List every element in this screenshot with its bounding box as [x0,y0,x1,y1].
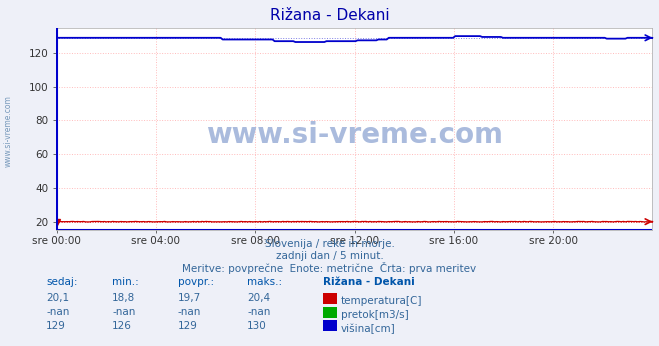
Text: Rižana - Dekani: Rižana - Dekani [323,277,415,288]
Text: Meritve: povprečne  Enote: metrične  Črta: prva meritev: Meritve: povprečne Enote: metrične Črta:… [183,262,476,274]
Text: -nan: -nan [112,307,135,317]
Text: -nan: -nan [178,307,201,317]
Text: 130: 130 [247,321,267,331]
Text: -nan: -nan [46,307,69,317]
Text: 19,7: 19,7 [178,293,201,303]
Text: 126: 126 [112,321,132,331]
Text: www.si-vreme.com: www.si-vreme.com [4,95,13,167]
Text: min.:: min.: [112,277,139,288]
Text: povpr.:: povpr.: [178,277,214,288]
Text: Rižana - Dekani: Rižana - Dekani [270,8,389,23]
Text: temperatura[C]: temperatura[C] [341,296,422,306]
Text: 129: 129 [46,321,66,331]
Text: sedaj:: sedaj: [46,277,78,288]
Text: maks.:: maks.: [247,277,282,288]
Text: 129: 129 [178,321,198,331]
Text: 20,1: 20,1 [46,293,69,303]
Text: www.si-vreme.com: www.si-vreme.com [206,121,503,149]
Text: Slovenija / reke in morje.: Slovenija / reke in morje. [264,239,395,249]
Text: pretok[m3/s]: pretok[m3/s] [341,310,409,320]
Text: 18,8: 18,8 [112,293,135,303]
Text: zadnji dan / 5 minut.: zadnji dan / 5 minut. [275,251,384,261]
Text: višina[cm]: višina[cm] [341,324,395,334]
Text: 20,4: 20,4 [247,293,270,303]
Text: -nan: -nan [247,307,270,317]
